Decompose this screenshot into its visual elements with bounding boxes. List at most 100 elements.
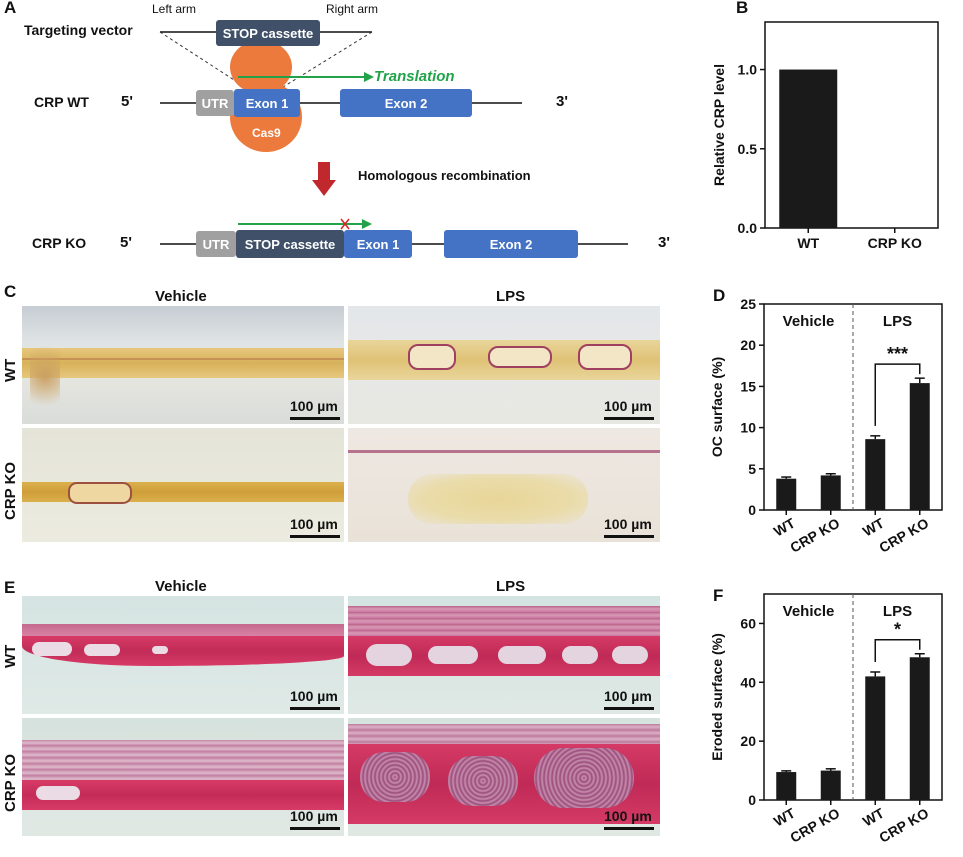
e-vehicle-ko-image bbox=[22, 718, 344, 836]
crp-wt-label: CRP WT bbox=[34, 94, 89, 110]
c1-scale-bar bbox=[290, 417, 340, 420]
f-xtick-label: CRP KO bbox=[876, 805, 931, 846]
c-lps-wt-image bbox=[348, 306, 660, 424]
d-ylabel: OC surface (%) bbox=[709, 357, 725, 457]
ko-three-prime: 3' bbox=[658, 234, 670, 251]
f-group-vehicle: Vehicle bbox=[783, 603, 835, 620]
recombination-arrow bbox=[312, 162, 336, 196]
panel-label-b: B bbox=[736, 0, 749, 17]
translation-arrow bbox=[238, 72, 374, 82]
c2-scale-bar bbox=[604, 417, 654, 420]
c4-scale-text: 100 µm bbox=[604, 516, 652, 532]
e-row-ko-label: CRP KO bbox=[2, 753, 19, 812]
wt-five-prime: 5' bbox=[121, 93, 133, 110]
d-ytick-label: 10 bbox=[740, 420, 756, 436]
cas9-label: Cas9 bbox=[252, 126, 281, 140]
c-row-ko-label: CRP KO bbox=[2, 461, 19, 520]
f-xtick-label: WT bbox=[860, 805, 887, 830]
d-bar bbox=[776, 478, 797, 510]
b-ylabel: Relative CRP level bbox=[711, 64, 727, 186]
e-lps-wt-image bbox=[348, 596, 660, 714]
f-ytick-label: 60 bbox=[740, 615, 756, 631]
e-vehicle-wt-image bbox=[22, 596, 344, 714]
c-lps-header: LPS bbox=[496, 288, 526, 305]
c-vehicle-ko-image bbox=[22, 428, 344, 542]
f-bar bbox=[820, 770, 841, 800]
c3-scale-text: 100 µm bbox=[290, 516, 338, 532]
homologous-label: Homologous recombination bbox=[358, 168, 531, 183]
ko-exon1: Exon 1 bbox=[344, 230, 412, 258]
d-bar bbox=[865, 439, 886, 510]
d-bar bbox=[909, 383, 930, 510]
f-ytick-label: 40 bbox=[740, 674, 756, 690]
ko-utr: UTR bbox=[196, 231, 236, 257]
e2-scale-text: 100 µm bbox=[604, 688, 652, 704]
e3-scale-bar bbox=[290, 827, 340, 830]
d-ytick-label: 5 bbox=[748, 461, 756, 477]
f-ytick-label: 0 bbox=[748, 792, 756, 808]
targeting-vector-label: Targeting vector bbox=[24, 22, 133, 38]
chart-b: 0.0 0.5 1.0 Relative CRP level WT CRP KO bbox=[711, 21, 939, 251]
c4-scale-bar bbox=[604, 535, 654, 538]
d-ytick-label: 25 bbox=[740, 296, 756, 312]
d-ytick-label: 0 bbox=[748, 502, 756, 518]
c1-scale-text: 100 µm bbox=[290, 398, 338, 414]
d-ytick-label: 15 bbox=[740, 378, 756, 394]
e-lps-ko-image bbox=[348, 718, 660, 836]
b-ytick-label: 1.0 bbox=[738, 62, 758, 78]
e2-scale-bar bbox=[604, 707, 654, 710]
f-significance-bracket bbox=[874, 638, 921, 662]
c-vehicle-wt-image bbox=[22, 306, 344, 424]
b-bar bbox=[779, 69, 838, 229]
b-ytick-label: 0.5 bbox=[738, 141, 758, 157]
c2-scale-text: 100 µm bbox=[604, 398, 652, 414]
d-group-vehicle: Vehicle bbox=[783, 313, 835, 330]
d-significance-label: *** bbox=[887, 344, 908, 364]
d-xtick-label: CRP KO bbox=[876, 515, 931, 556]
b-xtick-label: WT bbox=[797, 235, 819, 251]
f-bar bbox=[909, 657, 930, 800]
panel-label-c: C bbox=[4, 282, 17, 301]
d-group-lps: LPS bbox=[883, 313, 912, 330]
right-arm-label: Right arm bbox=[326, 2, 379, 16]
f-xtick-label: WT bbox=[771, 805, 798, 830]
ko-exon2: Exon 2 bbox=[444, 230, 578, 258]
vector-stop-cassette: STOP cassette bbox=[216, 20, 320, 46]
b-xtick-label: CRP KO bbox=[868, 235, 922, 251]
e4-scale-text: 100 µm bbox=[604, 808, 652, 824]
b-plot-frame bbox=[764, 21, 939, 229]
c3-scale-bar bbox=[290, 535, 340, 538]
d-significance-bracket bbox=[874, 363, 921, 426]
d-xtick-label: CRP KO bbox=[787, 515, 842, 556]
panel-label-a: A bbox=[4, 0, 17, 17]
c-row-wt-label: WT bbox=[2, 358, 19, 382]
ko-stop-cassette: STOP cassette bbox=[236, 230, 344, 258]
f-significance-label: * bbox=[894, 620, 901, 640]
e4-scale-bar bbox=[604, 827, 654, 830]
d-xtick-label: WT bbox=[771, 515, 798, 540]
d-bar bbox=[820, 475, 841, 510]
blocked-translation-arrow bbox=[238, 218, 372, 230]
c-vehicle-header: Vehicle bbox=[155, 288, 207, 305]
e1-scale-bar bbox=[290, 707, 340, 710]
e1-scale-text: 100 µm bbox=[290, 688, 338, 704]
f-ylabel: Eroded surface (%) bbox=[709, 633, 725, 761]
left-arm-label: Left arm bbox=[152, 2, 197, 16]
b-ytick-label: 0.0 bbox=[738, 220, 758, 236]
panel-label-e: E bbox=[4, 578, 16, 597]
d-ytick-label: 20 bbox=[740, 337, 756, 353]
wt-exon2: Exon 2 bbox=[340, 89, 472, 117]
e-vehicle-header: Vehicle bbox=[155, 578, 207, 595]
e-lps-header: LPS bbox=[496, 578, 526, 595]
wt-three-prime: 3' bbox=[556, 93, 568, 110]
e-row-wt-label: WT bbox=[2, 644, 19, 668]
f-ytick-label: 20 bbox=[740, 733, 756, 749]
crp-ko-label: CRP KO bbox=[32, 235, 87, 251]
f-bar bbox=[865, 676, 886, 800]
translation-label: Translation bbox=[374, 68, 455, 85]
wt-utr: UTR bbox=[196, 90, 234, 116]
e3-scale-text: 100 µm bbox=[290, 808, 338, 824]
f-xtick-label: CRP KO bbox=[787, 805, 842, 846]
